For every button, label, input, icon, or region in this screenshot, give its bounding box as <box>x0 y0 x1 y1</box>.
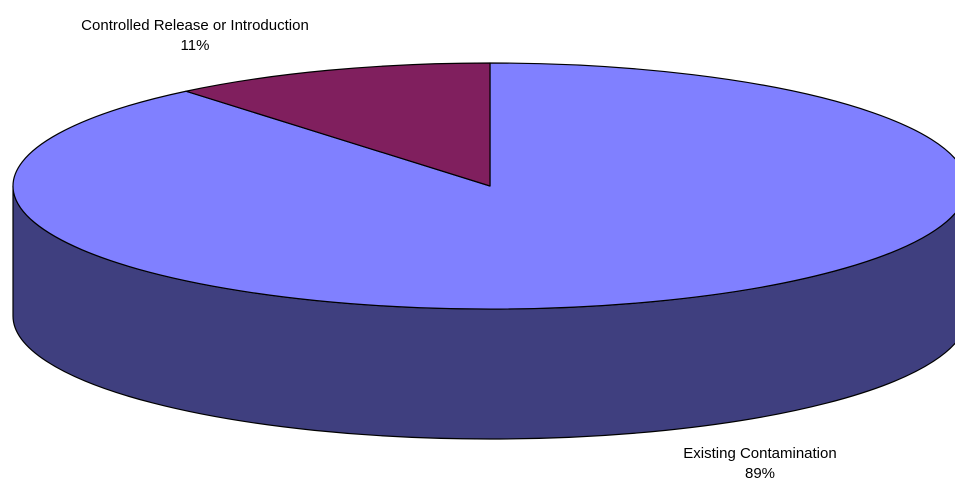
pie-slice-0 <box>12 62 955 310</box>
slice-percent-existing-contamination: 89% <box>744 465 776 482</box>
pie-slice-1 <box>185 62 491 187</box>
slice-percent-controlled-release: 11% <box>180 37 210 54</box>
slice-label-existing-contamination: Existing Contamination 89% <box>610 444 910 484</box>
slice-label-controlled-release: Controlled Release or Introduction 11% <box>30 16 360 56</box>
slice-name-existing-contamination: Existing Contamination <box>683 445 837 462</box>
slice-name-controlled-release: Controlled Release or Introduction <box>81 17 309 34</box>
